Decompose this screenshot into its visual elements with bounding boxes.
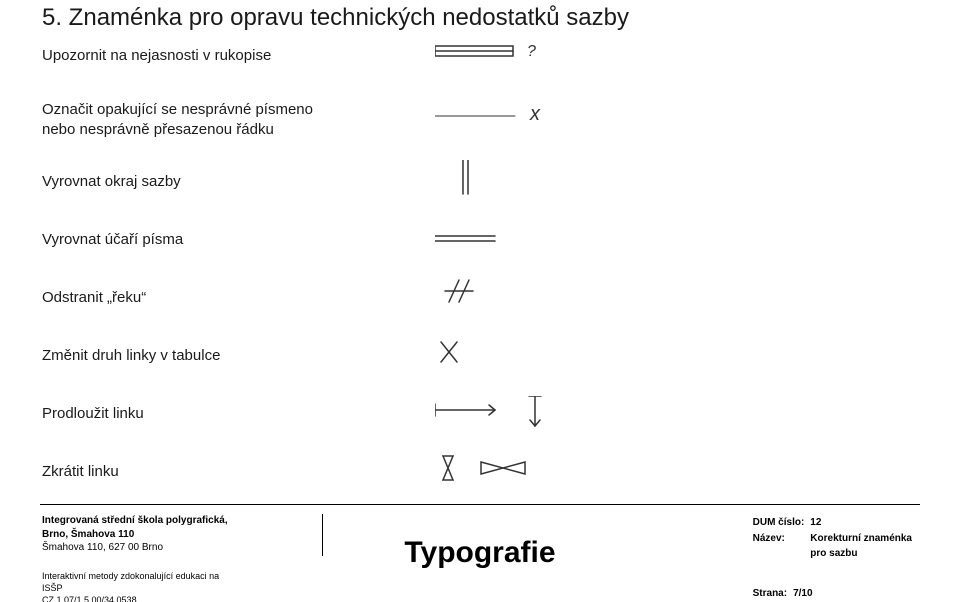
footer-divider (40, 504, 920, 505)
proofmark-box-question: ? (435, 40, 615, 85)
dum-label: DUM číslo: (753, 516, 809, 530)
proofmark-svg (435, 396, 615, 436)
page-meta: Strana: 7/10 (751, 585, 819, 602)
meta-table: DUM číslo: 12 Název: Korekturní znaménka… (751, 514, 918, 563)
proofmark-extend-arrows (435, 396, 615, 441)
proofmark-big-x (435, 340, 615, 385)
proofmark-svg: x (435, 102, 615, 142)
svg-text:x: x (529, 103, 541, 125)
proofmark-svg (435, 340, 615, 380)
proofmark-svg (435, 454, 615, 494)
page-label: Strana: (753, 587, 791, 601)
dum-value: 12 (810, 516, 916, 530)
project-line-1: Interaktivní metody zdokonalující edukac… (42, 570, 228, 594)
proofmark-double-slash (435, 278, 615, 323)
proofmark-vert-parallel (435, 160, 615, 205)
svg-text:?: ? (527, 43, 536, 60)
page: 5. Znaménka pro opravu technických nedos… (0, 0, 960, 602)
proofmark-svg (435, 278, 615, 318)
project-block: Interaktivní metody zdokonalující edukac… (42, 570, 228, 602)
school-line-1: Integrovaná střední škola polygrafická, (42, 514, 228, 528)
section-heading: 5. Znaménka pro opravu technických nedos… (42, 4, 629, 32)
name-value-1: Korekturní znaménka (810, 532, 916, 546)
name-value-2: pro sazbu (810, 547, 916, 561)
proofmark-line-x: x (435, 102, 615, 147)
footer: Integrovaná střední škola polygrafická, … (0, 504, 960, 602)
name-label: Název: (753, 532, 809, 546)
proofmark-svg (435, 160, 615, 200)
proofmark-svg: ? (435, 40, 615, 80)
proofmark-svg (435, 224, 615, 264)
proofmark-shorten-marks (435, 454, 615, 499)
page-value: 7/10 (793, 587, 816, 601)
footer-right: DUM číslo: 12 Název: Korekturní znaménka… (751, 514, 918, 602)
project-line-2: CZ.1.07/1.5.00/34.0538 (42, 594, 228, 602)
proofmark-horiz-parallel (435, 224, 615, 269)
